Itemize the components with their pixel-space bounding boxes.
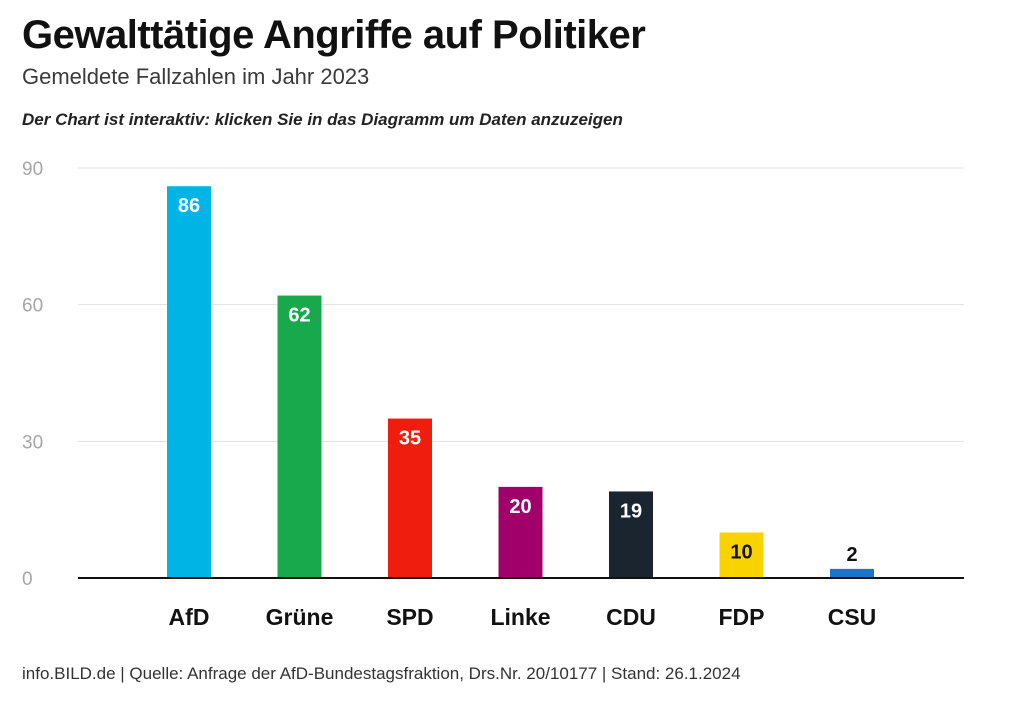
bar-linke[interactable] [498, 486, 543, 578]
x-tick-label: CSU [828, 604, 877, 630]
bars[interactable]: 86 62 35 20 19 10 2 [167, 186, 874, 578]
chart-title: Gewalttätige Angriffe auf Politiker [22, 13, 646, 57]
y-tick-label: 90 [22, 159, 43, 180]
gridlines [78, 167, 964, 442]
bar-grüne[interactable] [277, 295, 322, 578]
bar-value-label: 2 [846, 544, 857, 566]
bar-value-label: 19 [620, 500, 642, 522]
x-tick-label: CDU [606, 604, 656, 630]
bar-value-label: 10 [730, 541, 752, 563]
x-tick-label: AfD [169, 604, 210, 630]
bar-value-label: 86 [178, 195, 200, 217]
y-axis-ticks: 0 30 60 90 [22, 159, 43, 590]
y-tick-label: 60 [22, 296, 43, 317]
x-tick-label: Grüne [266, 604, 334, 630]
x-tick-label: SPD [386, 604, 433, 630]
x-tick-label: Linke [490, 604, 550, 630]
bar-value-label: 35 [399, 428, 421, 450]
bar-spd[interactable] [388, 418, 432, 578]
y-tick-label: 0 [22, 569, 33, 590]
chart-subtitle: Gemeldete Fallzahlen im Jahr 2023 [22, 64, 370, 89]
x-tick-label: FDP [719, 604, 765, 630]
bar-chart[interactable]: 0 30 60 90 86 62 35 20 19 10 2 AfD Grüne SPD Linke CD… [0, 0, 1024, 650]
y-tick-label: 30 [22, 432, 43, 453]
bar-cdu[interactable] [609, 491, 653, 578]
bar-value-label: 62 [288, 305, 310, 327]
x-axis-labels: AfD Grüne SPD Linke CDU FDP CSU [169, 604, 877, 630]
source-note: info.BILD.de | Quelle: Anfrage der AfD-B… [22, 664, 741, 683]
bar-csu[interactable] [830, 568, 874, 578]
bar-fdp[interactable] [719, 532, 764, 578]
interactive-note: Der Chart ist interaktiv: klicken Sie in… [22, 110, 623, 129]
bar-value-label: 20 [509, 496, 531, 518]
bar-afd[interactable] [167, 186, 211, 578]
